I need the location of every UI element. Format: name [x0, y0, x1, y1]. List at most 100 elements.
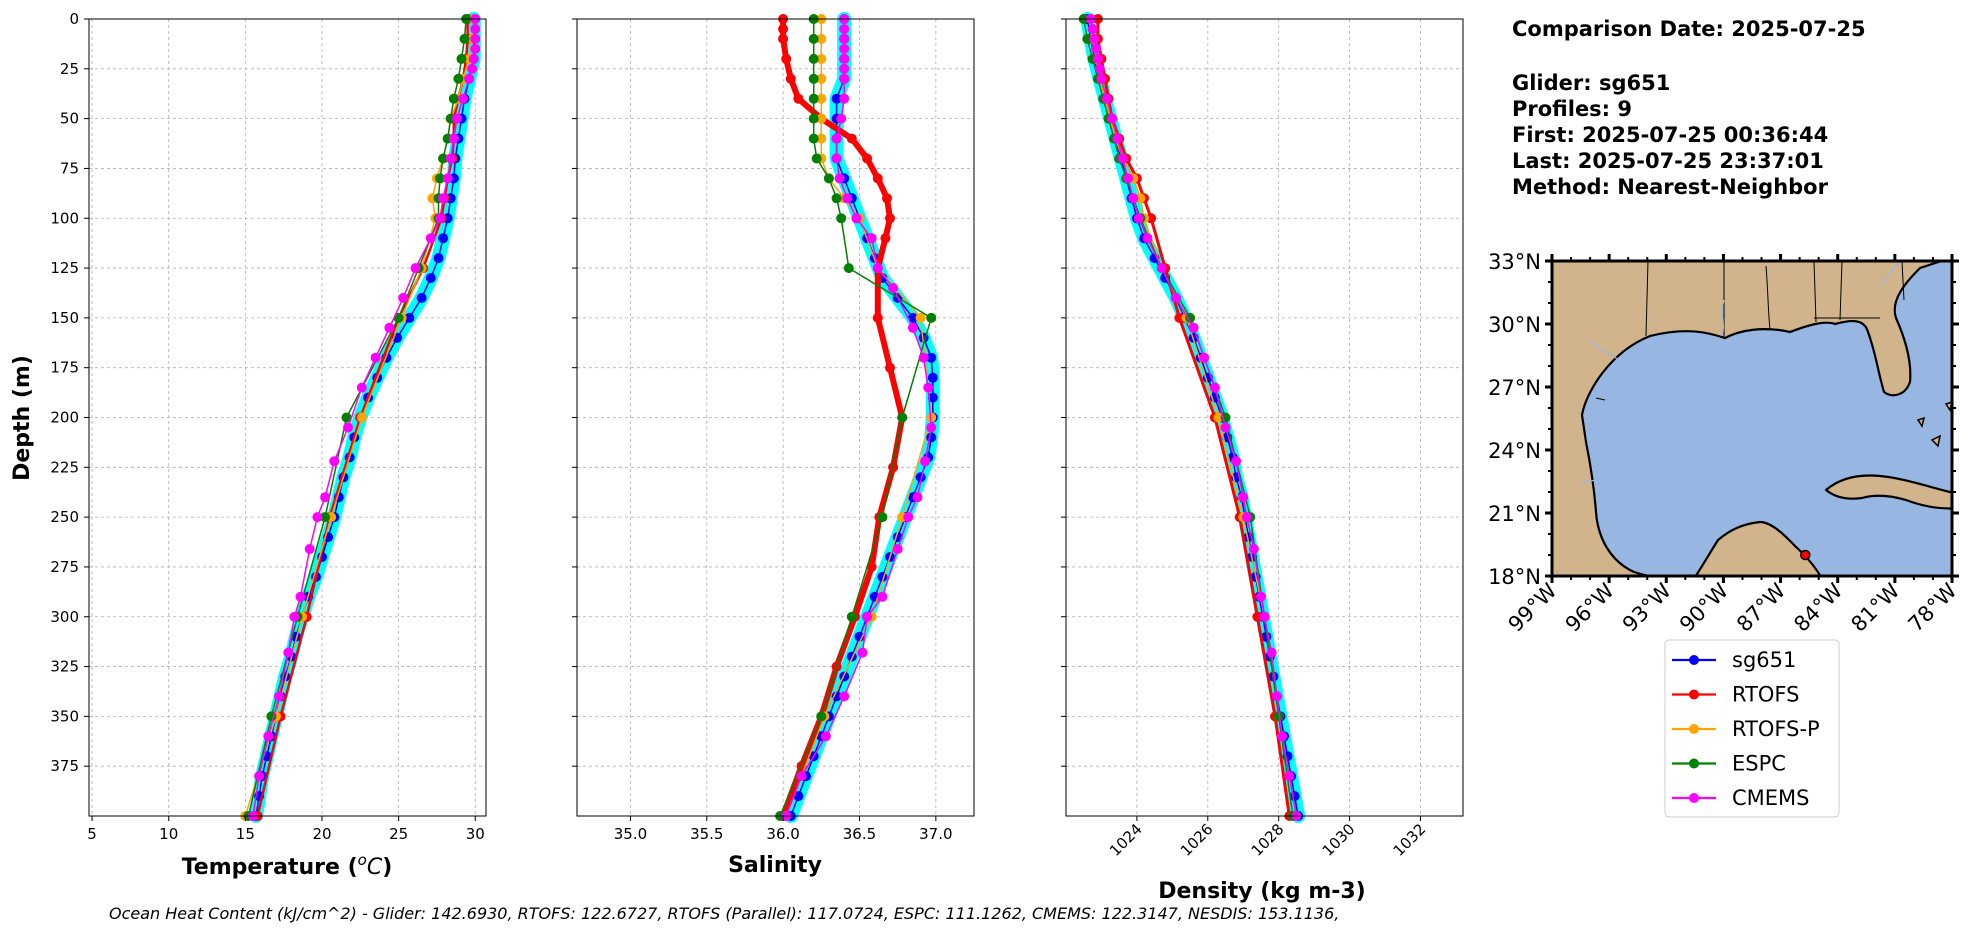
- info-block: Comparison Date: 2025-07-25 Glider: sg65…: [1512, 17, 1866, 199]
- salinity-point-rtofs: [793, 93, 804, 104]
- temperature-axis-label: Temperature (oC): [182, 851, 393, 880]
- method: Method: Nearest-Neighbor: [1512, 175, 1829, 199]
- salinity-y-ticks: [572, 18, 577, 767]
- density-point-rtofs-p: [1213, 412, 1224, 423]
- temperature-point-cmems: [458, 93, 468, 104]
- salinity-point-espc: [808, 33, 819, 44]
- temperature-x-ticks: 5 10 15 20 25 30: [87, 816, 485, 843]
- density-point-cmems: [1266, 647, 1277, 658]
- temperature-point-cmems: [470, 43, 481, 54]
- density-point-cmems: [1248, 544, 1259, 554]
- salinity-point-rtofs: [862, 153, 873, 164]
- temperature-point-cmems: [470, 33, 481, 44]
- temperature-xtick-label: 30: [466, 825, 485, 843]
- salinity-point-cmems: [892, 544, 903, 554]
- depth-tick-label: 200: [50, 409, 79, 427]
- temperature-point-cmems: [356, 382, 367, 393]
- temperature-point-espc: [341, 412, 352, 423]
- salinity-point-cmems: [842, 193, 853, 204]
- salinity-point-cmems: [839, 93, 850, 104]
- map-lat-label: 18°N: [1488, 565, 1541, 589]
- temperature-point-espc: [448, 93, 459, 104]
- temperature-point-cmems: [289, 611, 300, 622]
- map-lat-label: 21°N: [1488, 502, 1541, 526]
- salinity-point-rtofs-p: [915, 312, 926, 323]
- density-point-cmems: [1256, 591, 1266, 602]
- rivers: [1581, 261, 1901, 483]
- salinity-point-cmems: [839, 63, 850, 74]
- density-point-espc: [1082, 33, 1093, 44]
- salinity-point-espc: [926, 312, 937, 323]
- salinity-point-sg651: [926, 432, 937, 443]
- salinity-xtick-label: 37.0: [919, 825, 952, 843]
- salinity-point-rtofs: [785, 73, 796, 84]
- salinity-point-rtofs-p: [816, 93, 827, 104]
- depth-tick-label: 125: [50, 259, 79, 277]
- salinity-point-rtofs: [781, 53, 792, 64]
- salinity-point-cmems: [836, 113, 847, 124]
- state-borders: [1595, 261, 1905, 401]
- temperature-point-rtofs-p: [356, 412, 367, 423]
- depth-tick-label: 50: [60, 110, 79, 128]
- temperature-point-cmems: [283, 647, 294, 658]
- salinity-point-sg651: [793, 791, 804, 802]
- salinity-point-cmems: [839, 73, 850, 84]
- density-point-cmems: [1133, 213, 1144, 224]
- salinity-panel: 35.0 35.5 36.0 36.5 37.0 Salinity: [572, 12, 975, 878]
- legend-item-espc: ESPC: [1672, 752, 1786, 776]
- depth-tick-label: 175: [50, 359, 79, 377]
- salinity-xtick-label: 36.0: [766, 825, 799, 843]
- temperature-point-espc: [435, 173, 445, 184]
- salinity-point-rtofs: [872, 173, 883, 184]
- temperature-point-sg651: [416, 292, 427, 303]
- temperature-point-cmems: [467, 63, 478, 74]
- salinity-point-cmems: [839, 33, 850, 44]
- temperature-series: [240, 12, 481, 823]
- salinity-point-rtofs-p: [816, 73, 827, 84]
- comparison-date: Comparison Date: 2025-07-25: [1512, 17, 1866, 41]
- depth-tick-label: 325: [50, 658, 79, 676]
- temperature-panel: 5 10 15 20 25 30 0 25 50 75 100 125 150 175 200 225 250…: [10, 10, 487, 880]
- profile-count: Profiles: 9: [1512, 97, 1632, 121]
- salinity-point-espc: [823, 173, 834, 184]
- salinity-point-cmems: [851, 213, 862, 224]
- salinity-point-cmems: [888, 283, 899, 293]
- salinity-point-espc: [831, 193, 842, 204]
- temperature-point-cmems: [370, 352, 381, 363]
- legend-box: [1664, 639, 1840, 818]
- salinity-point-cmems: [839, 691, 850, 702]
- temperature-point-cmems: [384, 322, 395, 333]
- salinity-point-cmems: [857, 647, 868, 658]
- density-point-cmems: [1209, 382, 1220, 393]
- temperature-point-cmems: [329, 456, 340, 467]
- density-point-cmems: [1241, 512, 1252, 523]
- map-lon-label: 90°W: [1675, 578, 1733, 636]
- map-lon-label: 87°W: [1732, 578, 1790, 636]
- density-axis-label: Density (kg m-3): [1158, 879, 1366, 904]
- density-point-cmems: [1096, 73, 1107, 84]
- legend-item-cmems: CMEMS: [1672, 786, 1810, 810]
- legend-marker-cmems: [1689, 793, 1699, 803]
- salinity-point-rtofs: [846, 133, 857, 144]
- density-point-cmems: [1277, 731, 1288, 742]
- salinity-point-espc: [808, 53, 819, 64]
- temperature-point-espc: [320, 512, 331, 523]
- density-y-ticks: [1061, 18, 1066, 767]
- depth-tick-label: 250: [50, 508, 79, 526]
- temperature-point-cmems: [464, 73, 475, 84]
- temperature-point-espc: [456, 53, 467, 64]
- density-panel: 1024 1026 1028 1030 1032 Density (kg m-3): [1061, 12, 1464, 904]
- density-point-cmems: [1238, 492, 1249, 503]
- salinity-point-sg651: [831, 93, 842, 104]
- legend-label-sg651: sg651: [1732, 648, 1796, 672]
- location-map: 33°N30°N27°N24°N21°N18°N99°W 96°W 93°W 90°W…: [1488, 250, 1962, 637]
- temperature-point-cmems: [320, 492, 331, 503]
- temperature-point-cmems: [442, 173, 453, 184]
- temperature-point-cmems: [435, 213, 445, 224]
- legend-marker-sg651: [1689, 655, 1699, 665]
- density-point-cmems: [1087, 24, 1098, 34]
- temperature-point-espc: [438, 153, 449, 164]
- salinity-point-cmems: [907, 322, 918, 333]
- temperature-point-cmems: [263, 731, 274, 742]
